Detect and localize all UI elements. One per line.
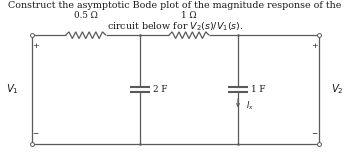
- Text: $V_2$: $V_2$: [331, 83, 343, 96]
- Text: circuit below for $V_2(s)/V_1(s)$.: circuit below for $V_2(s)/V_1(s)$.: [107, 21, 243, 33]
- Text: Construct the asymptotic Bode plot of the magnitude response of the: Construct the asymptotic Bode plot of th…: [8, 1, 342, 10]
- Text: 2 F: 2 F: [153, 85, 168, 94]
- Text: $V_1$: $V_1$: [7, 83, 19, 96]
- Text: $I_x$: $I_x$: [246, 99, 253, 112]
- Text: +: +: [33, 42, 39, 50]
- Text: −: −: [33, 130, 39, 138]
- Text: 1 F: 1 F: [251, 85, 266, 94]
- Text: 0.5 Ω: 0.5 Ω: [74, 11, 98, 20]
- Text: 1 Ω: 1 Ω: [181, 11, 197, 20]
- Text: −: −: [311, 130, 317, 138]
- Text: +: +: [311, 42, 317, 50]
